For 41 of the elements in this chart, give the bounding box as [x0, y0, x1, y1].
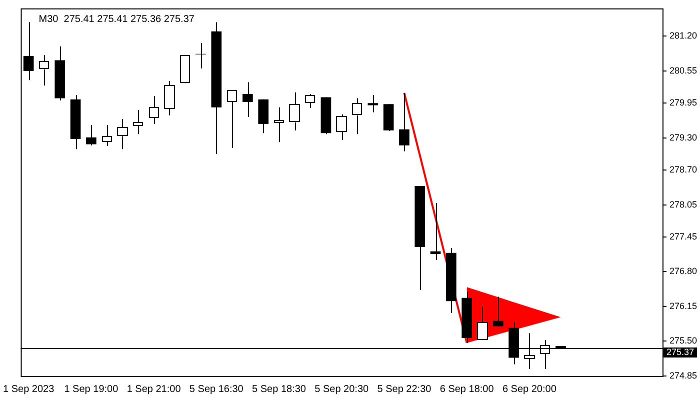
candlestick	[399, 92, 410, 152]
x-tick-label: 6 Sep 18:00	[440, 384, 494, 395]
candlestick	[430, 202, 441, 260]
candlestick	[132, 110, 144, 135]
candlestick	[242, 82, 253, 118]
candlestick	[148, 96, 159, 124]
x-tick-label: 5 Sep 22:30	[377, 384, 432, 395]
y-tick-label: 276.15	[669, 300, 698, 311]
candlestick	[164, 80, 175, 116]
y-tick-label: 279.95	[669, 98, 698, 108]
y-tick-label: 279.30	[669, 132, 698, 142]
x-tick-label: 6 Sep 20:00	[502, 384, 557, 395]
candlestick	[196, 42, 206, 69]
text: M30 275.41 275.41 275.36 275.37	[38, 14, 195, 26]
candlestick	[352, 98, 362, 135]
x-tick-label: 5 Sep 18:30	[252, 384, 306, 395]
candlestick	[477, 306, 488, 341]
x-tick-label: 1 Sep 19:00	[64, 384, 119, 395]
candlestick	[23, 22, 34, 81]
y-tick-label: 278.05	[669, 199, 698, 210]
ref-line-label: 275.37	[666, 346, 694, 357]
y-tick-label: 277.45	[669, 231, 698, 242]
candlestick	[86, 124, 96, 146]
y-tick-label: 274.85	[669, 370, 698, 380]
y-tick-label: 280.55	[669, 65, 698, 76]
y-tick-label: 278.70	[669, 164, 698, 174]
candlestick	[117, 118, 128, 150]
x-tick-label: 1 Sep 2023	[2, 384, 55, 395]
y-tick-label: 275.50	[669, 336, 698, 346]
candlestick	[368, 94, 378, 113]
x-tick-label: 1 Sep 21:00	[126, 384, 182, 395]
candlestick	[305, 94, 316, 108]
y-tick-label: 281.20	[669, 30, 698, 41]
candlestick	[274, 106, 284, 143]
candlestick	[336, 114, 347, 141]
x-tick-label: 5 Sep 16:30	[189, 384, 244, 395]
candlestick	[492, 296, 504, 327]
candlestick	[39, 54, 50, 86]
candlestick	[102, 124, 112, 146]
x-tick-label: 5 Sep 20:30	[314, 384, 370, 395]
y-tick-label: 276.80	[669, 266, 698, 276]
